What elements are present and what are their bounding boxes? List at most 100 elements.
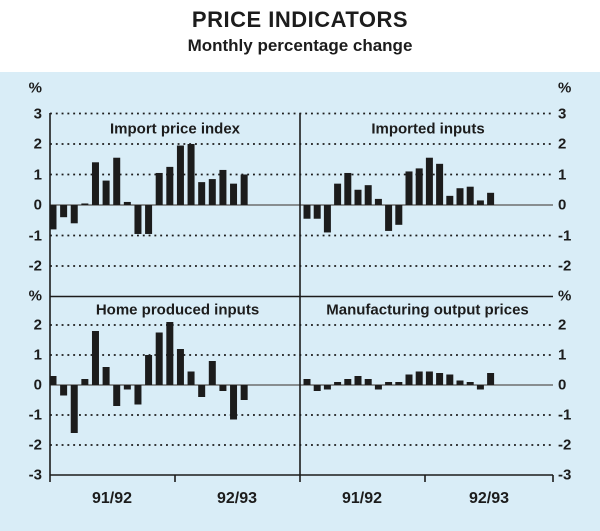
bar [230,385,238,420]
y-tick-label: 0 [33,196,42,214]
bar [70,205,78,224]
bar [145,355,153,385]
figure-subtitle: Monthly percentage change [187,36,413,55]
y-tick-label: 3 [558,105,567,123]
bar [415,168,423,205]
y-tick-label: 1 [558,166,567,184]
bar [334,382,342,385]
bar [134,205,142,234]
x-axis-label-9192-left: 91/92 [91,490,133,507]
y-tick-label: 3 [33,105,42,123]
bar [323,205,331,233]
bar [91,331,99,385]
y-axis-unit-label: % [558,79,572,97]
y-axis-unit-label: % [28,79,42,97]
x-axis-label-9293-right: 92/93 [468,490,510,507]
bar [374,198,382,205]
bar [364,185,372,205]
bar [405,171,413,205]
y-tick-label: 2 [558,135,567,153]
bar [81,203,89,205]
y-axis-unit-label: % [28,287,42,305]
bar [166,166,174,206]
y-tick-label: -1 [558,227,572,245]
bar [176,145,184,206]
y-tick-label: -1 [28,406,42,424]
y-tick-label: -2 [28,436,42,454]
y-tick-label: -1 [558,406,572,424]
bar [334,183,342,205]
y-tick-label: -2 [28,257,42,275]
bar [476,385,484,390]
bar [145,205,153,234]
bar [446,195,454,205]
bar [240,385,248,400]
y-tick-label: 0 [33,376,42,394]
bar [487,192,495,205]
bar [354,189,362,205]
bar [219,385,227,391]
bar [313,205,321,219]
y-tick-label: -2 [558,436,572,454]
bar [134,385,142,405]
panel-title-imported-inputs: Imported inputs [371,120,485,138]
bar [466,186,474,205]
bar [230,183,238,205]
bar [208,179,216,206]
bar [219,169,227,205]
panel-title-import-price-index: Import price index [109,120,241,138]
bar [102,367,110,385]
bar [374,385,382,390]
bar [198,182,206,206]
panel-title-home-produced-inputs: Home produced inputs [95,301,260,319]
bar [344,379,352,385]
y-tick-label: 1 [558,346,567,364]
panel-title-manufacturing-output-prices: Manufacturing output prices [326,301,529,319]
bar [240,174,248,205]
bar [405,374,413,385]
y-tick-label: 0 [558,196,567,214]
bar [425,371,433,385]
bar [81,379,89,385]
y-tick-label: -1 [28,227,42,245]
y-tick-label: 1 [33,346,42,364]
bar [123,385,131,390]
bar [91,162,99,205]
x-axis-label-9192-right: 91/92 [341,490,383,507]
bar [49,376,57,385]
bar [354,376,362,385]
y-tick-label: 2 [33,135,42,153]
bar [303,379,311,385]
chart-plot [49,112,554,482]
bar [208,361,216,385]
bar [385,205,393,231]
bar [102,180,110,205]
bar [436,373,444,385]
bar [187,144,195,205]
y-tick-label: 2 [33,316,42,334]
bar [60,205,68,218]
bar [456,188,464,205]
bar [113,385,121,406]
bar [395,205,403,225]
x-axis-label-9293-left: 92/93 [216,490,258,507]
y-axis-unit-label: % [558,287,572,305]
figure-title: PRICE INDICATORS [191,7,409,32]
y-tick-label: -2 [558,257,572,275]
bar [385,382,393,385]
bar [187,371,195,385]
chart-area: % 3 2 1 0 -1 -2 % 3 2 1 0 -1 -2 % 2 1 0 … [0,72,600,531]
y-tick-label: 2 [558,316,567,334]
bar [113,157,121,205]
bar [313,385,321,391]
y-tick-label: 0 [558,376,567,394]
bar [425,157,433,205]
bar [155,332,163,385]
bar [476,200,484,206]
bar [155,172,163,205]
bar [123,201,131,205]
bar [436,163,444,205]
bar [446,374,454,385]
bar [70,385,78,433]
